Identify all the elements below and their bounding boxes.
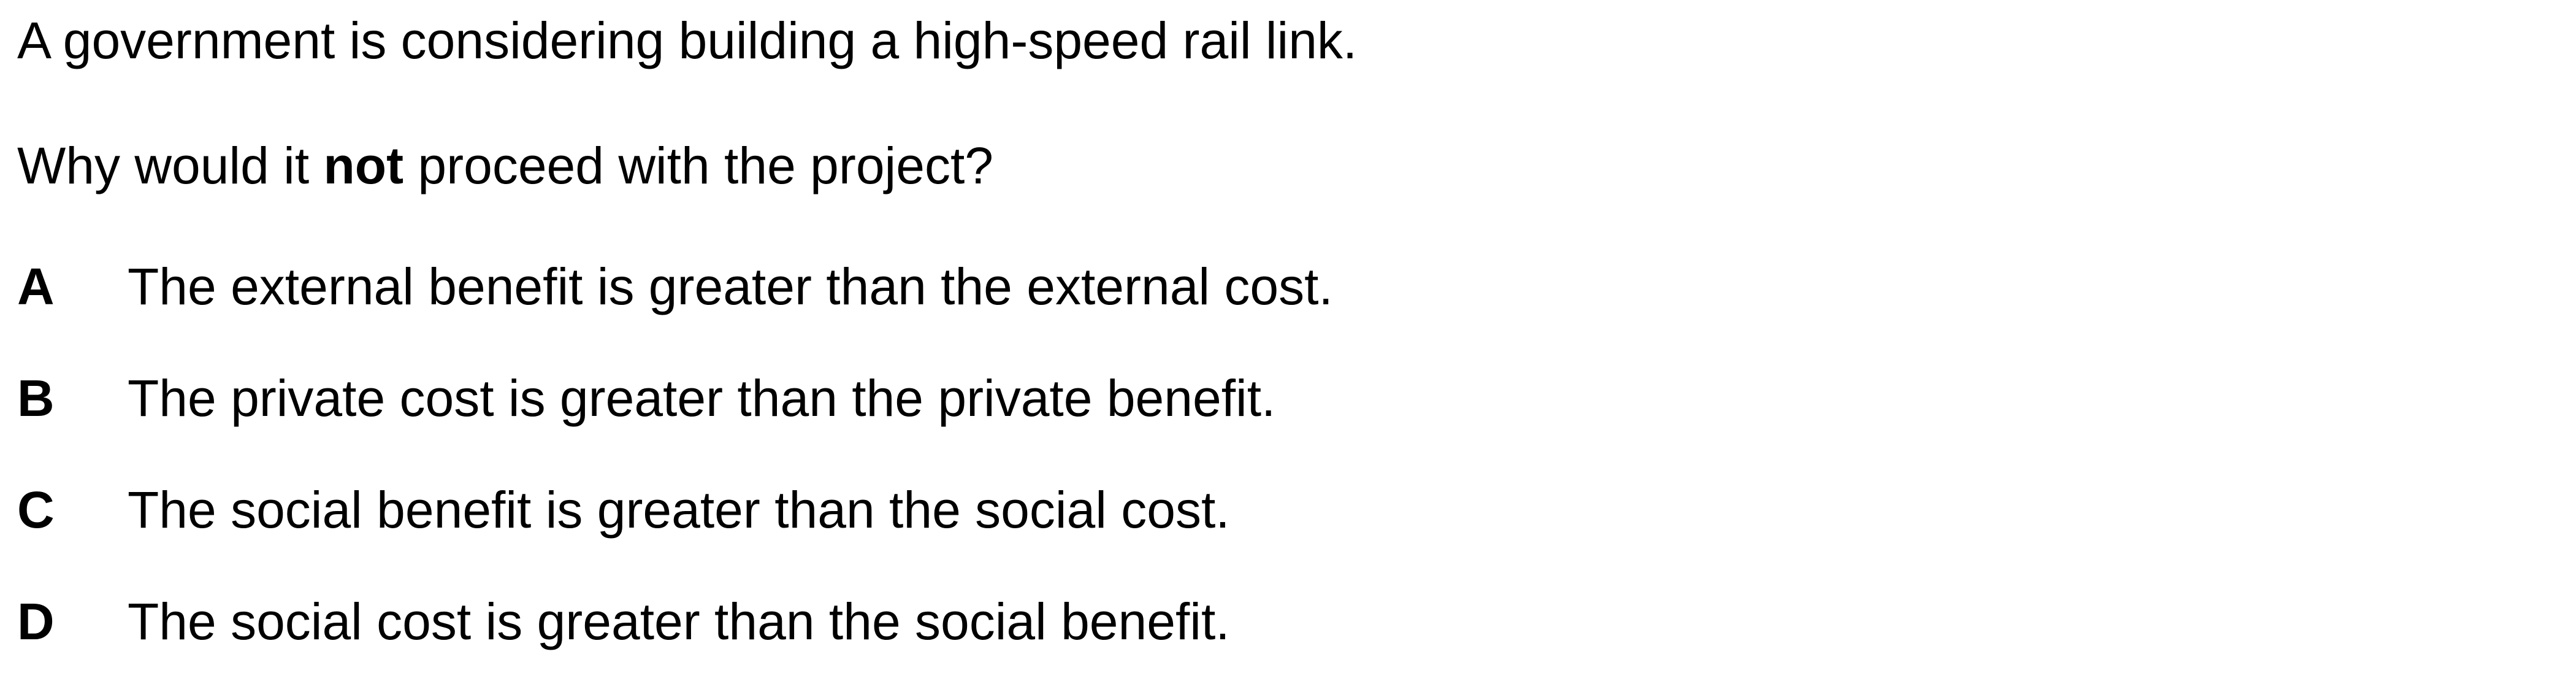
- option-text: The social benefit is greater than the s…: [128, 481, 1230, 539]
- question-prompt-after: proceed with the project?: [403, 137, 993, 194]
- option-text: The external benefit is greater than the…: [128, 258, 1333, 315]
- option-letter: D: [17, 593, 55, 650]
- option-letter: C: [17, 481, 55, 539]
- question-prompt: Why would it not proceed with the projec…: [17, 140, 993, 191]
- option-text: The private cost is greater than the pri…: [128, 369, 1276, 427]
- question-stem: A government is considering building a h…: [17, 12, 1358, 69]
- option-text: The social cost is greater than the soci…: [128, 593, 1230, 650]
- question-prompt-before: Why would it: [17, 137, 324, 194]
- option-letter: A: [17, 258, 55, 315]
- option-letter: B: [17, 369, 55, 427]
- question-prompt-emphasis: not: [323, 137, 404, 194]
